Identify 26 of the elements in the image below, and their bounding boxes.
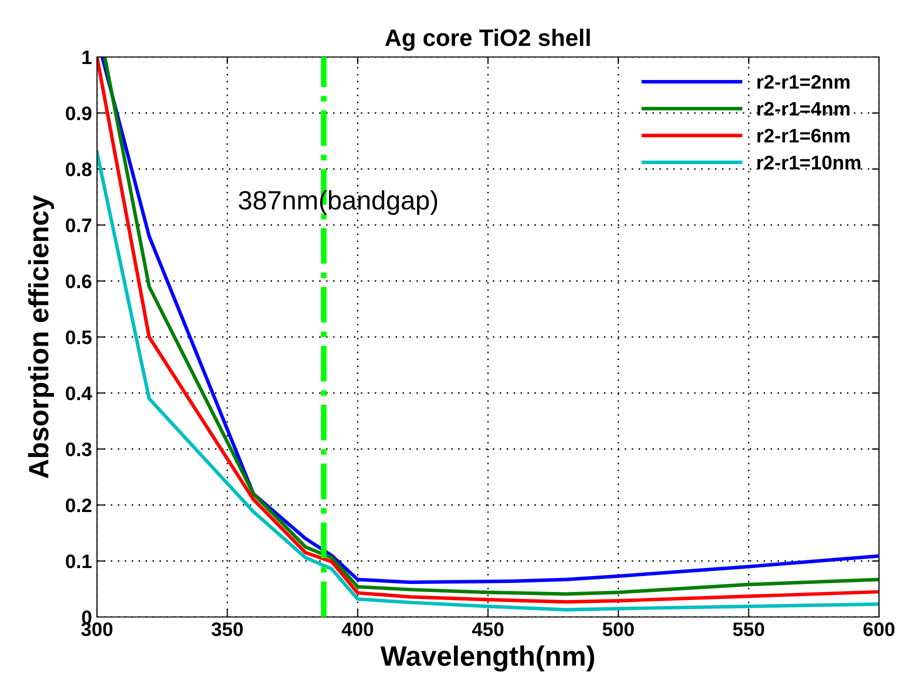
y-tick-label: 0.4 [66,386,92,400]
y-tick-label: 0.7 [66,218,92,232]
legend-label: r2-r1=6nm [757,128,850,143]
x-tick-label: 500 [602,622,634,636]
legend-label: r2-r1=10nm [757,156,860,170]
legend-label: r2-r1=2nm [757,75,850,89]
y-tick-label: 0.5 [66,330,92,344]
x-tick-label: 450 [472,622,504,636]
x-axis-title: Wavelength(nm) [380,646,594,672]
x-tick-label: 350 [212,622,243,636]
x-tick-label: 550 [733,622,764,636]
x-tick-label: 300 [81,622,112,636]
y-axis-title: Absorption efficiency [28,195,54,478]
x-tick-label: 600 [863,622,894,636]
legend-label: r2-r1=4nm [757,102,850,116]
y-tick-label: 0.1 [66,554,92,568]
y-tick-label: 0.3 [66,442,92,456]
y-tick-label: 0.8 [66,162,92,176]
chart-title: Ag core TiO2 shell [385,28,590,51]
y-tick-label: 1 [82,50,92,64]
y-tick-label: 0.6 [66,274,92,288]
line-series [97,150,879,612]
x-tick-label: 400 [342,622,374,636]
ref-line-label: 387nm(bandgap) [238,190,438,215]
y-tick-label: 0.2 [66,498,92,512]
y-tick-label: 0.9 [66,106,92,120]
